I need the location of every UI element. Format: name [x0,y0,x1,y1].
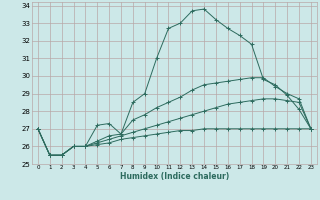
X-axis label: Humidex (Indice chaleur): Humidex (Indice chaleur) [120,172,229,181]
